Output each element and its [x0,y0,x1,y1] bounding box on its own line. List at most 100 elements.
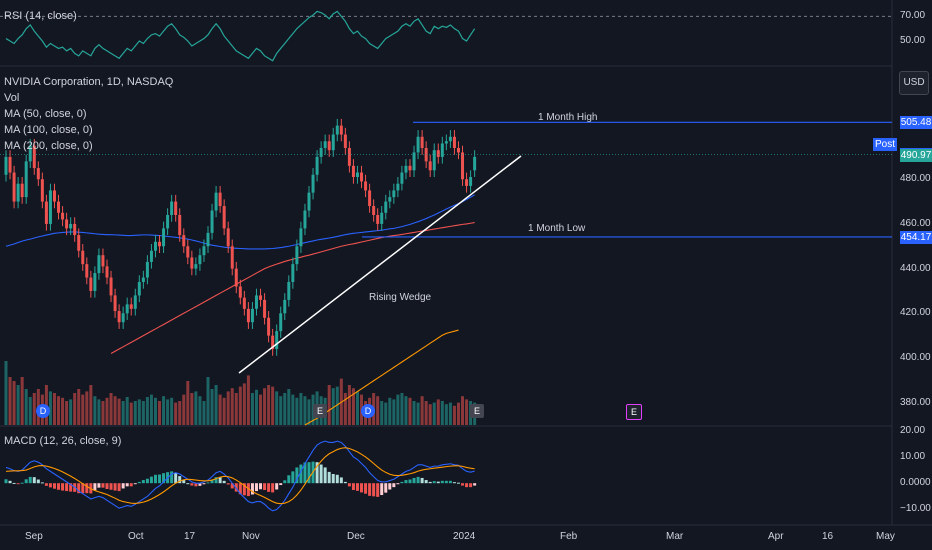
volume-bar [121,401,125,425]
month-low-label[interactable]: 1 Month Low [528,223,586,234]
macd-histogram-bar [347,483,351,487]
volume-bar [57,396,61,425]
rsi-axis-tick: 70.00 [900,10,926,22]
macd-histogram-bar [368,483,372,496]
candle-body [396,183,400,191]
candle-body [234,268,238,287]
volume-bar [416,402,420,425]
volume-bar [283,393,287,425]
candle-body [158,241,162,247]
macd-histogram-bar [331,474,335,484]
candle [250,302,254,329]
earnings-upcoming-badge[interactable]: E [626,404,642,420]
dividend-badge[interactable]: D [36,404,50,418]
macd-histogram-bar [384,483,388,493]
volume-bar [194,391,198,425]
ma50-legend[interactable]: MA (50, close, 0) [4,108,87,120]
candle-body [436,150,440,157]
candle [254,288,258,316]
earnings-badge[interactable]: E [470,404,484,418]
candle [323,134,327,155]
currency-button[interactable]: USD [899,71,929,95]
candle-body [416,136,420,153]
macd-axis-tick: 10.00 [900,450,926,462]
macd-histogram-bar [420,477,424,484]
ma50-line [5,194,475,250]
candle [372,199,376,222]
dividend-badge[interactable]: D [361,404,375,418]
vol-legend[interactable]: Vol [4,92,20,104]
candle [230,239,234,276]
rsi-legend[interactable]: RSI (14, close) [4,10,77,22]
month-high-label[interactable]: 1 Month High [538,112,598,123]
candle-body [113,295,117,312]
macd-histogram-bar [36,479,40,484]
volume-bar [440,401,444,425]
earnings-badge[interactable]: E [313,404,327,418]
candle [153,235,157,258]
macd-histogram-bar [145,478,149,484]
candle-body [287,282,291,300]
candle [368,183,372,213]
volume-bar [263,388,267,425]
macd-histogram-bar [473,483,477,486]
candle-body [315,156,319,175]
candle-body [440,143,444,157]
candle-body [226,228,230,247]
candle [158,235,162,253]
volume-bar [404,396,408,425]
macd-histogram-bar [408,479,412,484]
candle-body [125,304,129,314]
candle [295,239,299,271]
macd-legend[interactable]: MACD (12, 26, close, 9) [4,435,122,447]
macd-line [5,440,475,512]
candle [222,199,226,236]
candle [376,208,380,231]
volume-bar [246,375,250,425]
candle [473,150,477,178]
candle-body [170,201,174,215]
macd-histogram-bar [20,482,24,484]
volume-bar [238,386,242,425]
candle-body [271,335,275,350]
macd-histogram-bar [339,477,343,484]
macd-histogram-bar [412,477,416,484]
candle [81,244,85,271]
candle-body [461,152,465,180]
volume-bar [48,391,52,425]
candle-body [339,125,343,135]
volume-bar [20,377,24,425]
candle-body [380,212,384,224]
volume-bar [73,393,77,425]
volume-bar [153,397,157,425]
candle-body [194,264,198,269]
candle-body [121,313,125,323]
candle-body [153,241,157,251]
volume-bar [299,393,303,425]
volume-bar [335,386,339,425]
volume-bar [250,393,254,425]
macd-histogram-bar [158,474,162,484]
volume-bar [448,402,452,425]
candle-body [20,183,24,198]
symbol-title[interactable]: NVIDIA Corporation, 1D, NASDAQ [4,76,174,88]
ma100-legend[interactable]: MA (100, close, 0) [4,124,93,136]
candle [461,145,465,186]
candle-body [57,201,61,213]
macd-histogram-bar [69,483,73,492]
macd-histogram-bar [469,483,473,488]
ma200-line [304,329,459,426]
rising-wedge-label[interactable]: Rising Wedge [369,292,432,303]
ma200-legend[interactable]: MA (200, close, 0) [4,140,93,152]
macd-histogram-bar [65,483,69,492]
volume-bar [65,401,69,425]
x-axis-label: 17 [184,531,196,542]
candle [202,239,206,262]
candle-body [61,212,65,220]
macd-histogram-bar [40,482,44,484]
candle-body [89,277,93,291]
candle-body [372,206,376,215]
candle [44,194,48,231]
macd-histogram-bar [77,483,81,494]
